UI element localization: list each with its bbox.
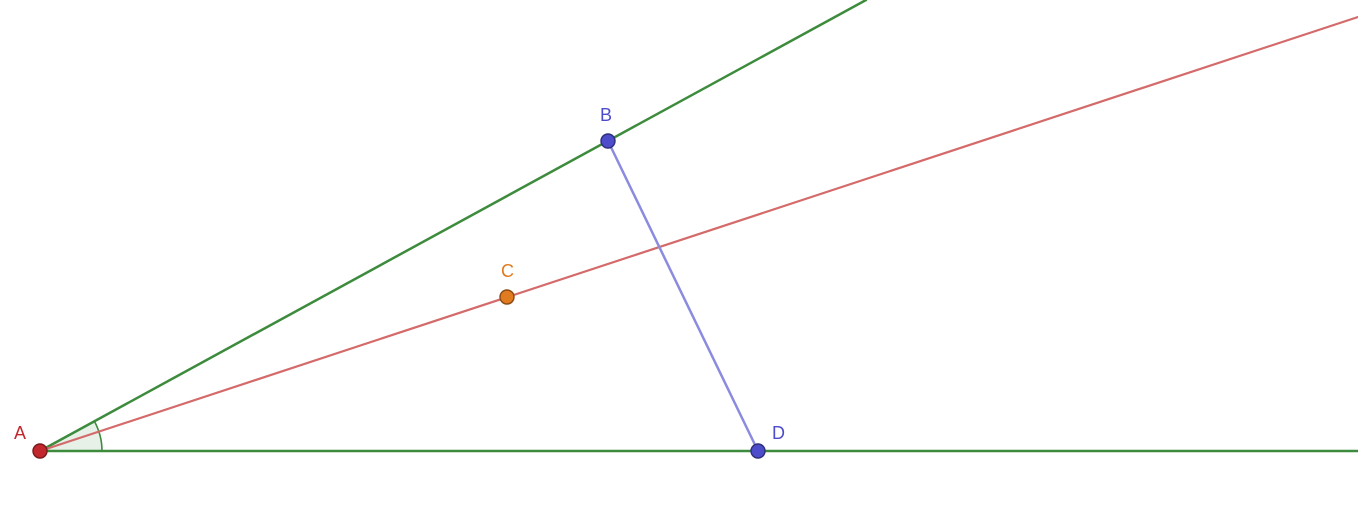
point-B <box>601 134 615 148</box>
segment-B-D <box>608 141 758 451</box>
point-label-A: A <box>14 423 26 443</box>
ray-A-bisector <box>40 17 1358 451</box>
point-label-D: D <box>772 423 785 443</box>
geometry-diagram: A B C D <box>0 0 1358 530</box>
point-C <box>500 290 514 304</box>
point-label-C: C <box>501 261 514 281</box>
point-label-B: B <box>600 105 612 125</box>
point-D <box>751 444 765 458</box>
ray-A-upper <box>40 0 866 451</box>
point-A <box>33 444 47 458</box>
